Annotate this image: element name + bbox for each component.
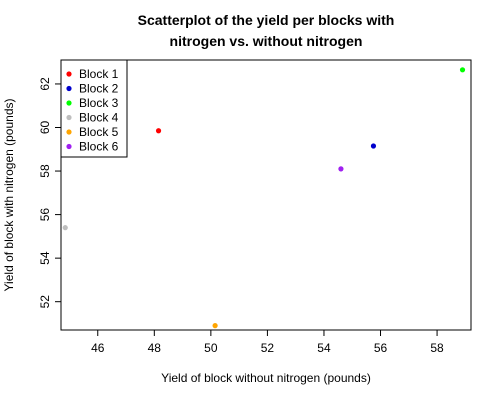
- x-tick-label: 46: [91, 341, 105, 355]
- y-axis: 52 54 56 58 60 62: [38, 77, 61, 308]
- x-tick-label: 52: [261, 341, 275, 355]
- legend-marker-block-4: [66, 114, 72, 121]
- x-axis: 46 48 50 52 54 56 58: [91, 330, 444, 355]
- x-tick-label: 48: [148, 341, 162, 355]
- legend-label-block-4: Block 4: [79, 111, 119, 125]
- x-axis-label: Yield of block without nitrogen (pounds): [161, 371, 371, 385]
- legend-label-block-1: Block 1: [79, 67, 119, 81]
- y-tick-label: 52: [38, 295, 52, 309]
- legend-label-block-3: Block 3: [79, 96, 119, 110]
- data-point-block-1: [155, 128, 162, 134]
- plot-frame: [60, 59, 472, 331]
- legend-label-block-2: Block 2: [79, 82, 119, 96]
- data-point-block-6: [338, 166, 344, 172]
- data-point-block-3: [459, 67, 466, 73]
- y-axis-label: Yield of block with nitrogen (pounds): [2, 99, 16, 292]
- legend-label-block-5: Block 5: [79, 125, 119, 139]
- legend-marker-block-6: [66, 143, 72, 150]
- x-tick-label: 58: [430, 341, 444, 355]
- y-tick-label: 60: [38, 121, 52, 135]
- legend-marker-block-2: [66, 85, 72, 92]
- legend-marker-block-1: [66, 71, 72, 77]
- x-tick-label: 54: [317, 341, 331, 355]
- chart-title-line-2: nitrogen vs. without nitrogen: [170, 33, 363, 49]
- y-tick-label: 58: [38, 164, 52, 178]
- y-tick-label: 62: [38, 77, 52, 91]
- x-tick-label: 50: [204, 341, 218, 355]
- y-tick-label: 54: [38, 251, 52, 265]
- x-tick-label: 56: [374, 341, 388, 355]
- y-tick-label: 56: [38, 208, 52, 222]
- chart-title-line-1: Scatterplot of the yield per blocks with: [138, 12, 395, 28]
- legend-box: [60, 59, 128, 158]
- data-point-block-5: [212, 323, 218, 329]
- data-point-block-4: [62, 225, 68, 231]
- legend-marker-block-5: [66, 129, 72, 135]
- data-points: [62, 67, 466, 329]
- data-point-block-2: [370, 143, 377, 149]
- legend-marker-block-3: [66, 100, 72, 106]
- legend-label-block-6: Block 6: [79, 140, 119, 154]
